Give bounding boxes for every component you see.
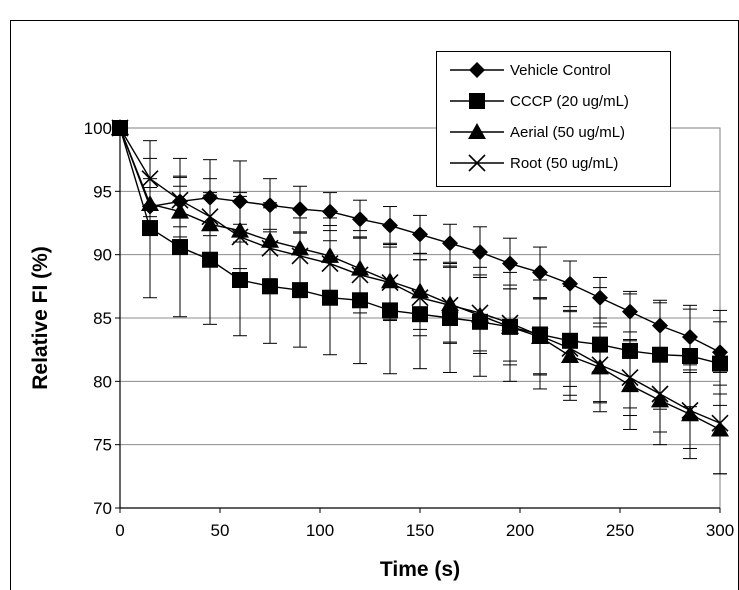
data-point-x	[411, 289, 429, 307]
data-point-x	[441, 296, 459, 314]
data-point-x	[231, 228, 249, 246]
data-point-x	[681, 401, 699, 420]
legend: Vehicle Control CCCP (20 ug/mL) Aerial (50…	[436, 51, 671, 187]
legend-label: Root (50 ug/mL)	[510, 155, 618, 172]
data-point-x	[201, 208, 219, 226]
data-point-x	[471, 304, 489, 322]
data-point-x	[291, 247, 309, 265]
x-marker-stroke	[351, 266, 369, 284]
data-point-x	[381, 273, 399, 292]
x-marker-stroke	[291, 247, 309, 265]
x-marker-stroke	[651, 385, 669, 403]
data-point-x	[711, 414, 729, 432]
data-point-diamond	[442, 235, 458, 252]
data-point-square	[232, 272, 248, 288]
x-marker-stroke	[681, 401, 699, 420]
x-marker-stroke	[381, 273, 399, 292]
x-marker-stroke	[411, 289, 429, 307]
y-tick-label: 85	[93, 309, 112, 328]
x-marker-stroke	[621, 368, 639, 387]
x-marker-stroke	[141, 170, 159, 188]
x-marker-stroke	[471, 304, 489, 322]
legend-marker-triangle	[468, 123, 486, 139]
y-tick-label: 75	[93, 436, 112, 455]
data-point-diamond	[352, 211, 368, 228]
data-point-square	[172, 239, 188, 256]
x-marker-stroke	[591, 356, 609, 374]
x-marker-stroke	[501, 314, 519, 332]
y-axis-title: Relative FI (%)	[29, 246, 52, 390]
data-point-x	[531, 327, 549, 345]
data-point-x	[321, 254, 339, 273]
data-point-diamond	[562, 275, 578, 292]
legend-label: Vehicle Control	[510, 62, 611, 79]
x-marker-stroke	[321, 254, 339, 273]
x-tick-label: 200	[506, 521, 534, 540]
x-marker-stroke	[711, 414, 729, 432]
data-point-diamond	[502, 255, 518, 272]
legend-marker-x	[468, 154, 486, 172]
y-tick-label: 70	[93, 499, 112, 518]
data-point-x	[621, 368, 639, 387]
legend-entry: Vehicle Control	[450, 62, 611, 79]
data-point-diamond	[532, 264, 548, 281]
x-marker-stroke	[531, 327, 549, 345]
x-tick-label: 100	[306, 521, 334, 540]
series-layer	[111, 119, 729, 475]
data-point-x	[111, 119, 129, 137]
x-marker-stroke	[561, 339, 579, 357]
x-tick-label: 50	[211, 521, 230, 540]
x-axis-title: Time (s)	[380, 558, 460, 581]
data-point-x	[561, 339, 579, 357]
x-marker-stroke	[231, 228, 249, 246]
data-point-x	[591, 356, 609, 374]
axes: 70 75 80 85 90 95 100 0 50 100 150 200 250 300	[84, 119, 735, 540]
x-marker-stroke	[201, 208, 219, 226]
series-3	[111, 119, 729, 475]
data-point-x	[141, 170, 159, 188]
data-point-diamond	[322, 203, 338, 220]
data-point-diamond	[382, 217, 398, 234]
data-point-diamond	[412, 226, 428, 243]
data-point-x	[171, 191, 189, 209]
data-point-diamond	[292, 201, 308, 218]
legend-marker-diamond	[469, 62, 485, 78]
legend-label: Aerial (50 ug/mL)	[510, 124, 625, 141]
x-marker-stroke	[261, 239, 279, 257]
x-tick-label: 300	[706, 521, 734, 540]
data-point-x	[261, 239, 279, 257]
x-tick-label: 250	[606, 521, 634, 540]
legend-label: CCCP (20 ug/mL)	[510, 93, 629, 110]
x-tick-label: 0	[115, 521, 124, 540]
legend-entry: Aerial (50 ug/mL)	[450, 123, 625, 141]
y-tick-label: 90	[93, 246, 112, 265]
data-point-x	[501, 314, 519, 332]
x-marker-stroke	[171, 191, 189, 209]
legend-entry: Root (50 ug/mL)	[450, 154, 618, 172]
x-marker-stroke	[441, 296, 459, 314]
x-marker-stroke	[111, 119, 129, 137]
legend-entry: CCCP (20 ug/mL)	[450, 93, 629, 110]
x-tick-label: 150	[406, 521, 434, 540]
x-marker-stroke	[468, 154, 486, 172]
legend-marker-square	[469, 93, 485, 109]
data-point-diamond	[472, 244, 488, 261]
data-point-x	[651, 385, 669, 403]
y-tick-label: 95	[93, 182, 112, 201]
data-point-square	[652, 346, 668, 363]
data-point-square	[712, 355, 728, 372]
y-tick-label: 80	[93, 372, 112, 391]
data-point-x	[351, 266, 369, 284]
data-point-square	[682, 348, 698, 364]
y-tick-label: 100	[84, 119, 112, 138]
